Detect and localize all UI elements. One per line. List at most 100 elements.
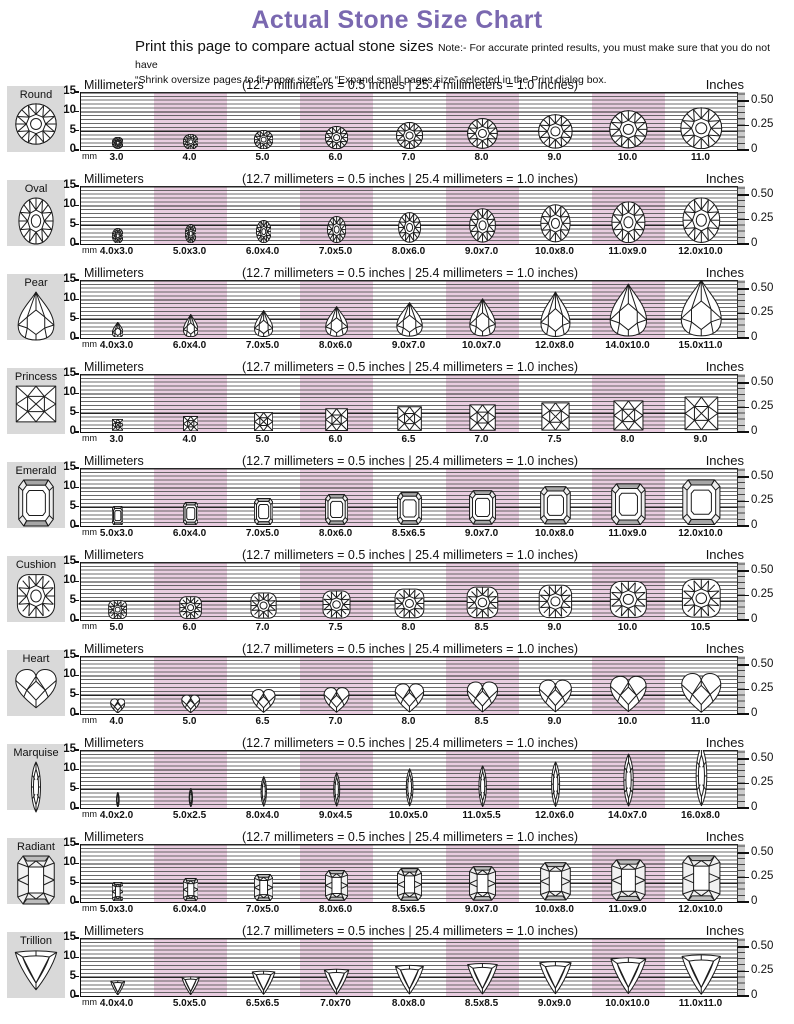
- stone-size-rows: Millimeters (12.7 millimeters = 0.5 inche…: [0, 77, 794, 1018]
- size-label: 3.0: [109, 434, 124, 445]
- marquise-stone-icon: [186, 788, 196, 807]
- mm-tick-mark: [74, 749, 79, 751]
- size-label: 9.0: [693, 434, 708, 445]
- inch-tick-label: 0.50: [751, 281, 774, 294]
- mm-tick-mark: [74, 713, 79, 715]
- cushion-stone-icon: [609, 580, 648, 619]
- mm-tick-label: 0: [69, 143, 76, 155]
- princess-stone-icon: [325, 408, 348, 431]
- trillion-stone-icon: [13, 949, 59, 991]
- cushion-stone-icon: [16, 573, 56, 619]
- stone-princess-3.0: [112, 419, 124, 431]
- pear-stone-icon: [540, 291, 571, 337]
- stone-marquise-16.0x8.0: [686, 750, 717, 807]
- inch-tick-mark: [737, 124, 749, 127]
- size-label: 5.0: [255, 434, 270, 445]
- inch-tick-label: 0: [751, 989, 758, 1001]
- size-label: 11.0: [691, 716, 710, 727]
- marquise-stone-icon: [400, 768, 419, 807]
- emerald-stone-icon: [325, 494, 348, 525]
- stone-emerald-6.0x4.0: [183, 502, 199, 525]
- mm-tick-mark: [74, 129, 79, 132]
- emerald-stone-icon: [611, 483, 646, 526]
- mm-tick-label: 15: [63, 461, 76, 473]
- marquise-stone-icon: [686, 750, 717, 807]
- princess-stone-icon: [469, 404, 496, 431]
- size-label: 11.0: [691, 152, 710, 163]
- mm-tick-label: 10: [63, 574, 76, 587]
- size-label: 8.5x6.5: [391, 528, 426, 539]
- shape-label-box: Princess: [7, 368, 65, 434]
- size-label: 7.0: [401, 152, 416, 163]
- size-label: 9.0: [547, 622, 562, 633]
- stone-cushion-8.0: [394, 588, 425, 619]
- stone-princess-5.0: [254, 412, 273, 431]
- pear-stone-icon: [325, 306, 348, 337]
- inch-tick-label: 0.25: [751, 494, 774, 507]
- mm-axis-label: Millimeters: [84, 642, 144, 656]
- marquise-stone-icon: [256, 776, 272, 807]
- stone-emerald-11.0x9.0: [611, 483, 646, 526]
- shape-label-box: Cushion: [7, 556, 65, 622]
- mm-tick-mark: [74, 467, 79, 469]
- chart-area: [80, 938, 738, 997]
- size-label: 7.5: [547, 434, 562, 445]
- stone-round-10.0: [609, 110, 648, 149]
- size-label: 4.0x2.0: [99, 810, 134, 821]
- stone-radiant-7.0x5.0: [254, 874, 273, 901]
- size-label: 8.0x6.0: [391, 246, 426, 257]
- pear-stone-icon: [254, 310, 273, 337]
- inch-tick-mark: [737, 149, 749, 151]
- stone-emerald-7.0x5.0: [254, 498, 273, 525]
- mm-tick-mark: [74, 337, 79, 339]
- inch-tick-mark: [737, 288, 749, 290]
- mm-tick-mark: [74, 243, 79, 245]
- oval-stone-icon: [185, 224, 197, 243]
- size-label: 8.0x6.0: [318, 340, 353, 351]
- chart-area: [80, 92, 738, 151]
- mm-tick-mark: [74, 881, 79, 884]
- trillion-stone-icon: [251, 970, 276, 995]
- size-label: 7.0x5.0: [245, 528, 280, 539]
- inch-tick-mark: [737, 713, 749, 715]
- size-label: 4.0: [182, 434, 197, 445]
- inch-tick-label: 0.50: [751, 469, 774, 482]
- size-label: 7.5: [328, 622, 343, 633]
- size-label: 10.0x7.0: [462, 340, 501, 351]
- mm-tick-label: 15: [63, 931, 76, 943]
- size-label: 8.0x4.0: [245, 810, 280, 821]
- stone-round-7.0: [396, 122, 423, 149]
- chart-area: [80, 280, 738, 339]
- mm-tick-mark: [74, 149, 79, 151]
- mm-tick-mark: [74, 373, 79, 375]
- emerald-stone-icon: [183, 502, 199, 525]
- stone-round-8.0: [467, 118, 498, 149]
- size-label: 8.0: [401, 716, 416, 727]
- stone-heart-10.0: [609, 674, 648, 713]
- stone-heart-4.0: [110, 698, 126, 714]
- shape-label-box: Oval: [7, 180, 65, 246]
- oval-stone-icon: [398, 212, 421, 243]
- stone-oval-7.0x5.0: [327, 216, 346, 243]
- stone-emerald-10.0x8.0: [540, 486, 571, 525]
- shape-name: Radiant: [17, 841, 55, 853]
- mm-tick-label: 10: [63, 198, 76, 211]
- inch-tick-label: 0: [751, 237, 758, 249]
- mm-tick-label: 10: [63, 856, 76, 869]
- princess-stone-icon: [684, 396, 719, 431]
- stone-row-radiant: Millimeters (12.7 millimeters = 0.5 inche…: [0, 829, 794, 924]
- pear-stone-icon: [17, 291, 55, 341]
- size-label: 6.0x4.0: [172, 528, 207, 539]
- size-label: 12.0x8.0: [535, 340, 574, 351]
- stone-trillion-4.0x4.0: [110, 980, 126, 996]
- mm-tick-label: 10: [63, 386, 76, 399]
- inch-tick-label: 0.25: [751, 212, 774, 225]
- round-stone-icon: [112, 137, 124, 149]
- mm-axis-label: Millimeters: [84, 924, 144, 938]
- mm-tick-mark: [74, 110, 79, 113]
- heart-stone-icon: [680, 671, 723, 714]
- inch-tick-mark: [737, 995, 749, 997]
- pear-stone-icon: [396, 302, 423, 337]
- round-stone-icon: [467, 118, 498, 149]
- mm-axis-label: Millimeters: [84, 360, 144, 374]
